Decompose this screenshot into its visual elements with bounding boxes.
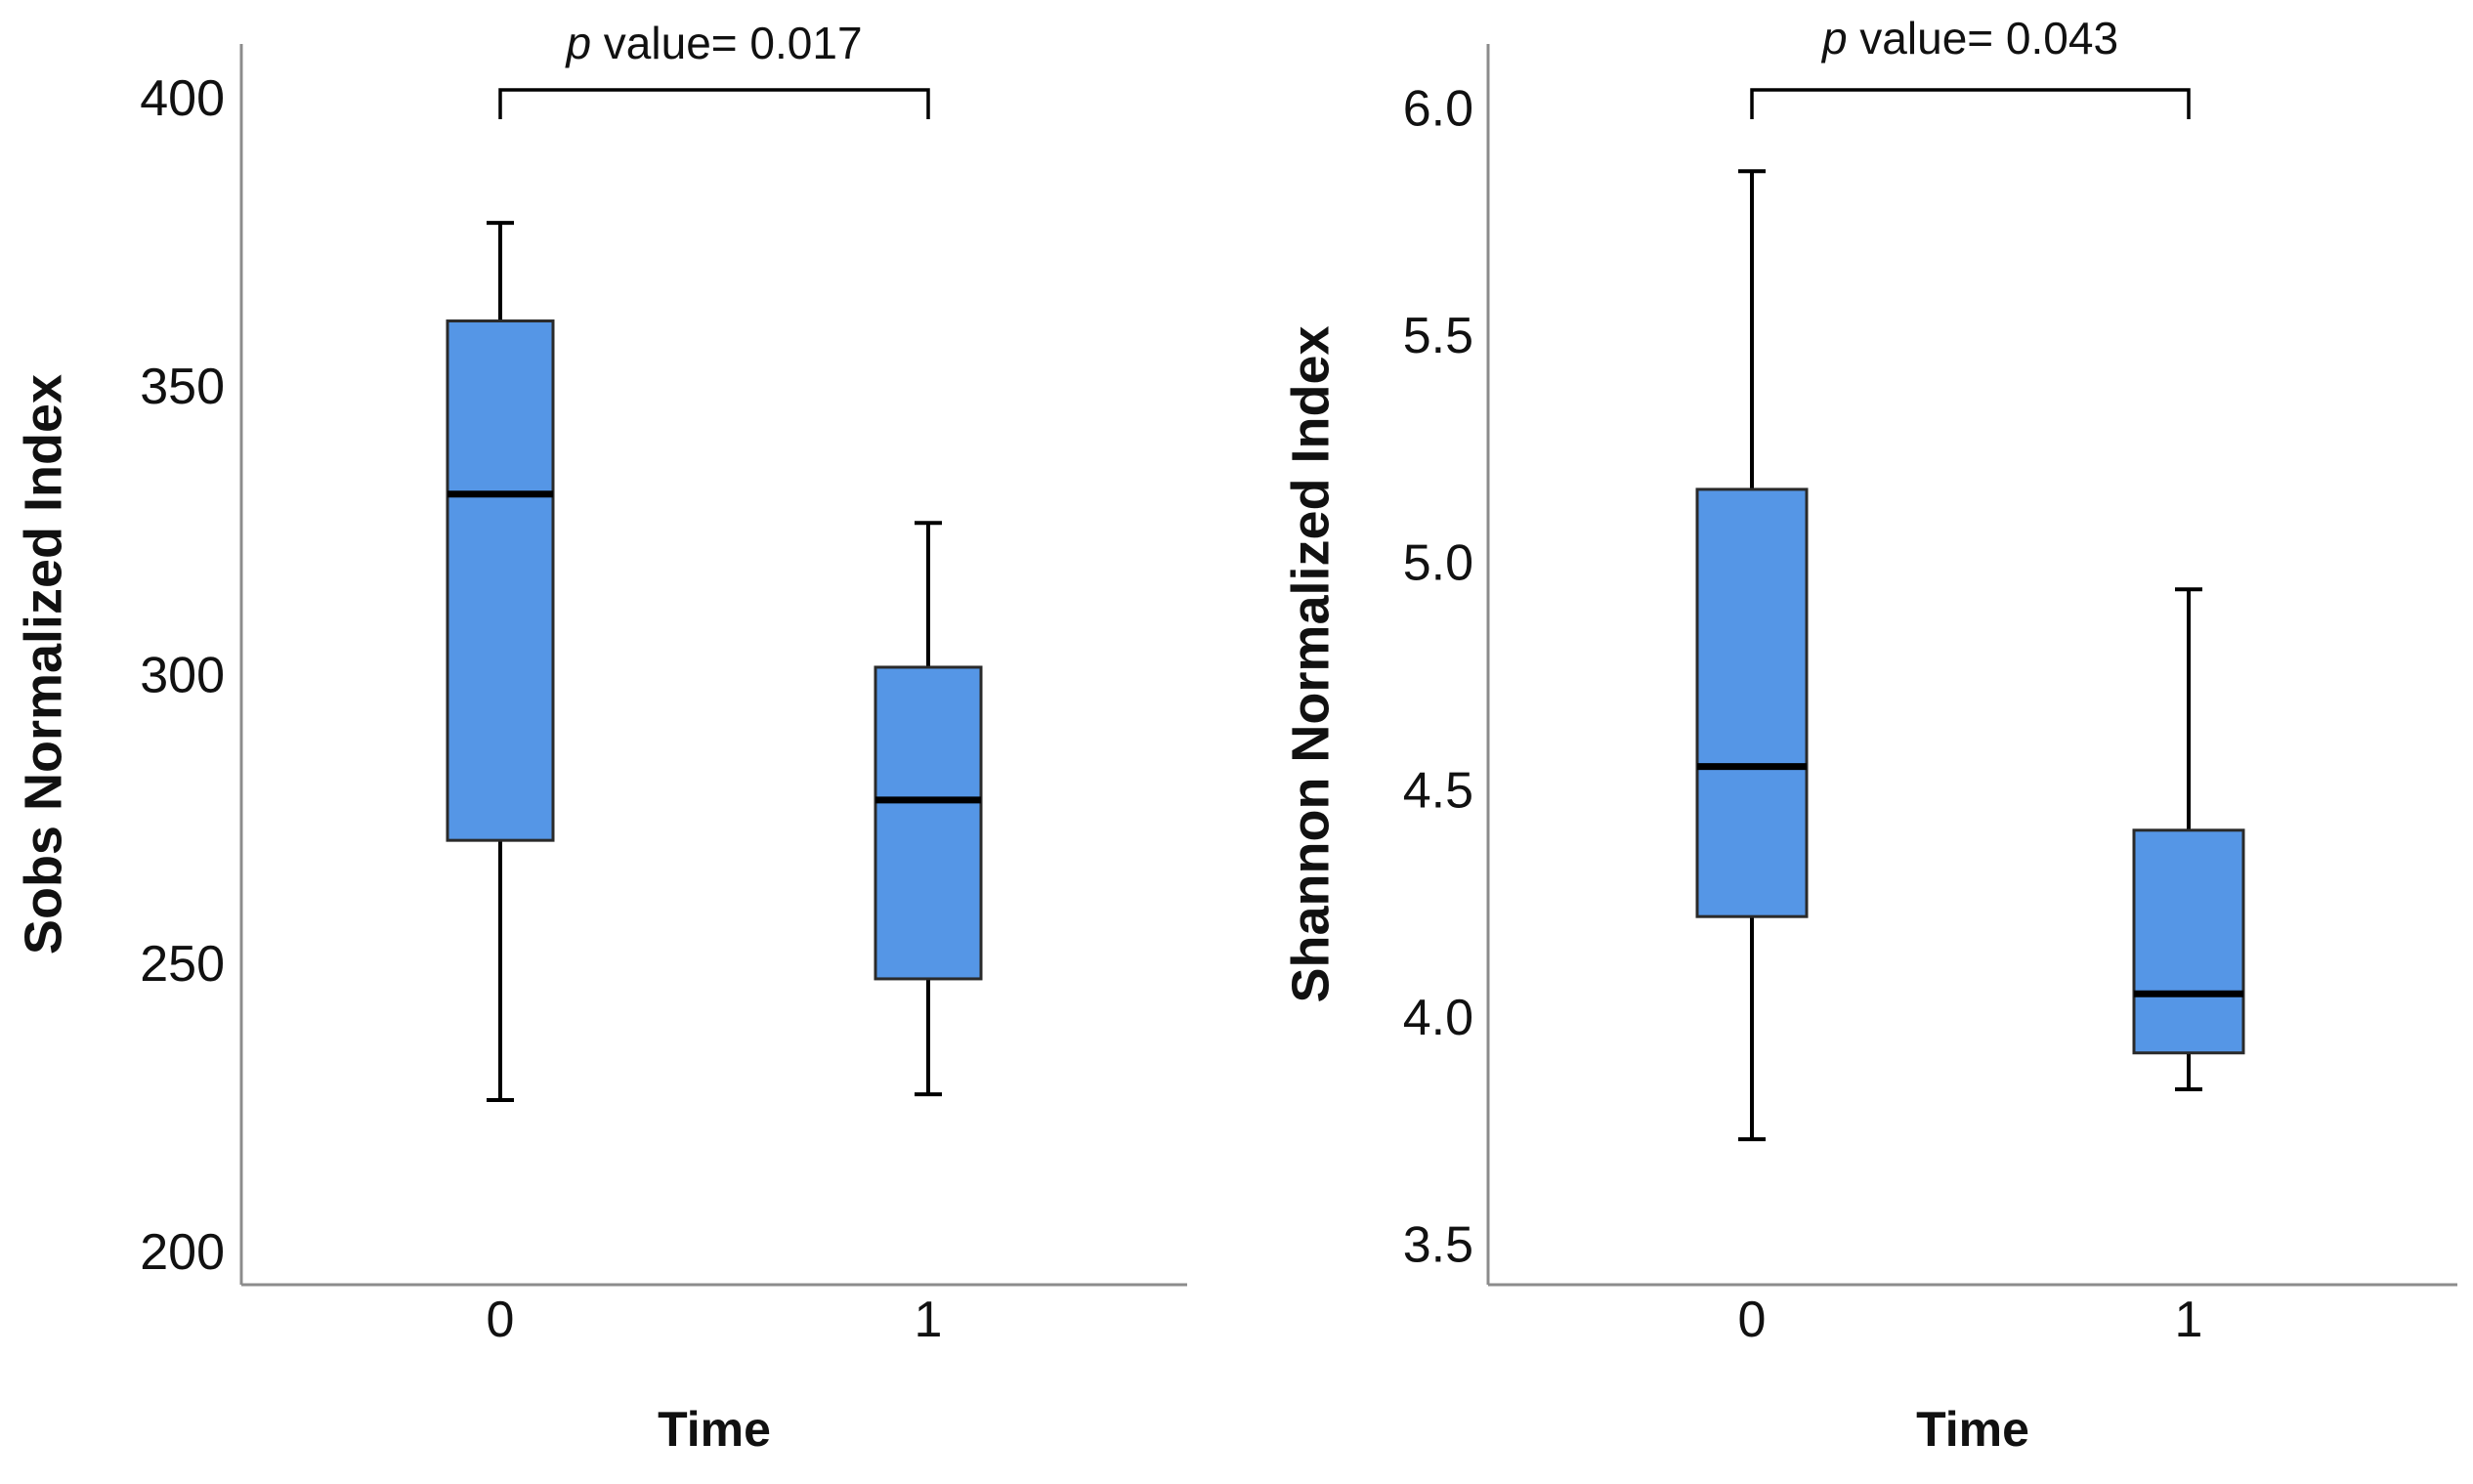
- y-tick-label: 400: [140, 70, 225, 127]
- iqr-box: [874, 665, 983, 981]
- box-plot-group: [1695, 169, 1809, 1142]
- y-axis-title: Sobs Normalized Index: [14, 374, 72, 954]
- y-tick-label: 4.0: [1403, 990, 1473, 1046]
- box-plot-group: [2132, 587, 2245, 1091]
- y-tick-label: 350: [140, 359, 225, 415]
- x-tick-label: 0: [1738, 1292, 1767, 1348]
- y-tick-label: 3.5: [1403, 1217, 1473, 1274]
- iqr-box: [1695, 488, 1809, 918]
- x-tick-label: 0: [487, 1292, 515, 1348]
- iqr-box: [446, 319, 555, 842]
- y-tick-label: 300: [140, 648, 225, 704]
- x-axis-title: Time: [658, 1402, 771, 1457]
- box-plot-group: [446, 221, 555, 1102]
- significance-bracket: [498, 88, 930, 119]
- p-value-annotation: p value= 0.017: [564, 18, 862, 68]
- x-tick-label: 1: [2175, 1292, 2203, 1348]
- significance-bracket: [1750, 88, 2191, 119]
- p-value-annotation: p value= 0.043: [1820, 13, 2118, 64]
- x-tick-label: 1: [915, 1292, 943, 1348]
- y-tick-label: 200: [140, 1224, 225, 1281]
- chart-panel-1: 200 250 300 350 400 0 1 Sobs Normalized Index Ti…: [14, 18, 1187, 1457]
- iqr-box: [2132, 828, 2245, 1055]
- x-axis-title: Time: [1916, 1402, 2029, 1457]
- y-axis-title: Shannon Normalized Index: [1281, 325, 1340, 1002]
- y-tick-label: 6.0: [1403, 81, 1473, 138]
- box-plot-group: [874, 521, 983, 1097]
- y-tick-label: 250: [140, 936, 225, 993]
- y-tick-label: 4.5: [1403, 762, 1473, 819]
- y-tick-label: 5.5: [1403, 308, 1473, 364]
- y-tick-label: 5.0: [1403, 535, 1473, 592]
- chart-panel-2: 3.5 4.0 4.5 5.0 5.5 6.0 0 1 Shannon Normalized I…: [1281, 13, 2457, 1457]
